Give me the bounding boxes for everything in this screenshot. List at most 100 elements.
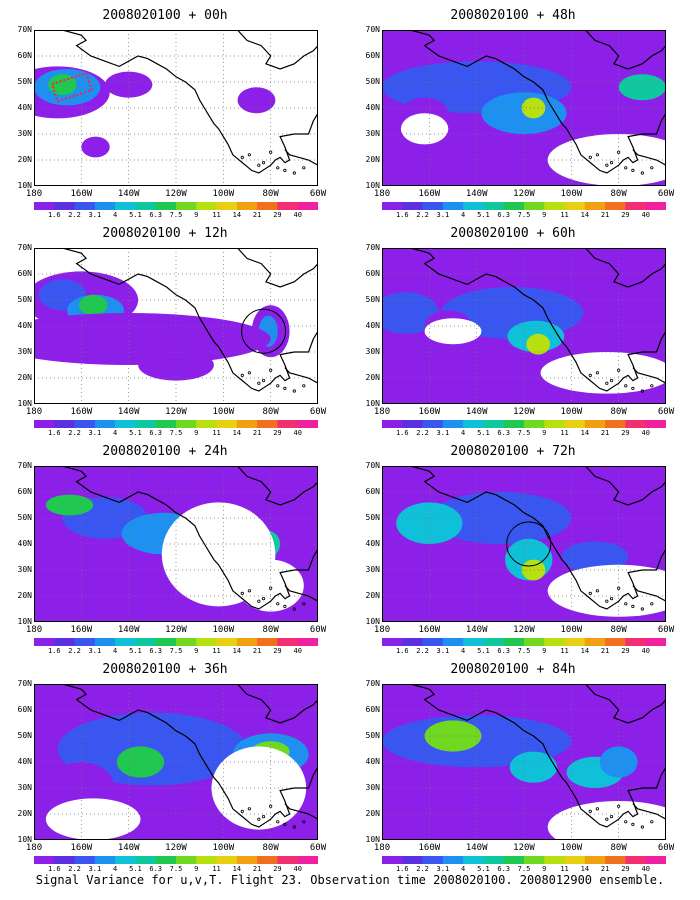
coastline (632, 149, 666, 166)
x-tick-label: 120W (513, 407, 535, 417)
variance-contour (424, 720, 482, 752)
island-outline (624, 384, 628, 388)
island-outline (640, 825, 644, 829)
y-tick-label: 30N (365, 783, 380, 792)
colorbar-swatch (54, 202, 76, 210)
coastline (410, 248, 666, 392)
colorbar-label: 1.6 (395, 429, 409, 437)
island-outline (261, 161, 266, 165)
island-outline (292, 171, 296, 175)
y-tick-label: 70N (17, 25, 32, 34)
colorbar-label: 9 (194, 865, 199, 873)
variance-map (34, 30, 318, 186)
forecast-panel: 2008020100 + 84h 70N 60N 50N 40N 30N 20N 10N 180… (366, 662, 700, 880)
colorbar-label: 2.2 (68, 865, 81, 873)
observation-circle (506, 521, 552, 567)
colorbar-label: 2.2 (416, 429, 429, 437)
coastline (237, 248, 318, 288)
colorbar-swatch (625, 420, 647, 428)
colorbar-swatch (54, 638, 76, 646)
y-tick-label: 40N (17, 539, 32, 548)
colorbar-label: 5.1 (129, 429, 142, 437)
colorbar-label: 11 (560, 211, 569, 219)
colorbar-label: 2.2 (68, 429, 81, 437)
colorbar-label: 21 (600, 211, 610, 219)
island-outline (247, 153, 251, 157)
variance-contour (105, 71, 153, 98)
variance-map (382, 684, 666, 840)
colorbar-swatch (176, 856, 197, 864)
colorbar-swatch (382, 420, 403, 428)
colorbar-label: 21 (600, 647, 610, 655)
colorbar-swatch (524, 856, 545, 864)
x-tick-label: 160W (418, 625, 441, 635)
colorbar-swatch (155, 638, 177, 646)
variance-contour (429, 492, 572, 544)
x-tick-label: 160W (418, 843, 441, 853)
colorbar-label: 11 (212, 429, 221, 437)
variance-contour (78, 294, 108, 316)
y-tick-label: 30N (17, 347, 32, 356)
colorbar-label: 21 (252, 647, 262, 655)
y-tick-label: 50N (17, 295, 32, 304)
x-tick-label: 100W (560, 625, 583, 635)
colorbar-swatch (463, 420, 484, 428)
observation-region-box (50, 71, 94, 103)
island-outline (269, 804, 273, 808)
colorbar-swatch (216, 420, 238, 428)
island-outline (595, 807, 599, 811)
y-tick-label: 20N (17, 591, 32, 600)
y-tick-label: 50N (365, 295, 380, 304)
y-tick-label: 30N (17, 565, 32, 574)
island-outline (605, 381, 609, 385)
y-tick-label: 60N (365, 705, 380, 714)
x-tick-label: 60W (657, 407, 675, 417)
colorbar-swatch (54, 856, 76, 864)
island-outline (240, 809, 244, 814)
coastline (585, 684, 666, 724)
island-outline (609, 597, 614, 601)
colorbar-swatch (544, 638, 566, 646)
colorbar-label: 14 (232, 865, 242, 873)
colorbar-swatch (257, 638, 278, 646)
x-tick-label: 60W (309, 407, 327, 417)
variance-contour (237, 87, 276, 114)
colorbar-swatch (422, 856, 444, 864)
x-tick-label: 60W (657, 189, 675, 199)
variance-contour (509, 751, 558, 783)
figure-caption: Signal Variance for u,v,T. Flight 23. Ob… (35, 873, 665, 887)
colorbar-swatch (277, 202, 299, 210)
colorbar (382, 420, 666, 428)
colorbar-label: 5.1 (477, 647, 490, 655)
coastline (410, 684, 666, 828)
colorbar-swatch (176, 202, 197, 210)
colorbar-swatch (54, 420, 76, 428)
colorbar-swatch (196, 856, 218, 864)
colorbar-label: 11 (212, 647, 221, 655)
y-tick-label: 30N (17, 129, 32, 138)
colorbar-label: 1.6 (395, 647, 409, 655)
x-tick-label: 120W (165, 189, 187, 199)
x-tick-label: 160W (70, 189, 93, 199)
colorbar-swatch (236, 856, 258, 864)
low-variance-area (424, 318, 482, 345)
panel-title: 2008020100 + 48h (450, 8, 576, 23)
colorbar-swatch (625, 638, 647, 646)
y-tick-label: 30N (365, 565, 380, 574)
y-tick-label: 50N (17, 731, 32, 740)
island-outline (269, 586, 273, 590)
x-tick-label: 80W (610, 625, 627, 635)
colorbar-swatch (483, 856, 505, 864)
x-tick-label: 100W (212, 625, 235, 635)
variance-contour (521, 559, 546, 581)
colorbar-swatch (196, 420, 218, 428)
x-tick-label: 60W (309, 843, 327, 853)
y-tick-label: 50N (365, 513, 380, 522)
island-outline (302, 820, 306, 824)
island-outline (605, 817, 609, 821)
colorbar-label: 2.2 (416, 647, 429, 655)
colorbar-swatch (382, 638, 403, 646)
colorbar-label: 29 (273, 865, 282, 873)
map-frame (34, 466, 318, 622)
colorbar-swatch (176, 638, 197, 646)
